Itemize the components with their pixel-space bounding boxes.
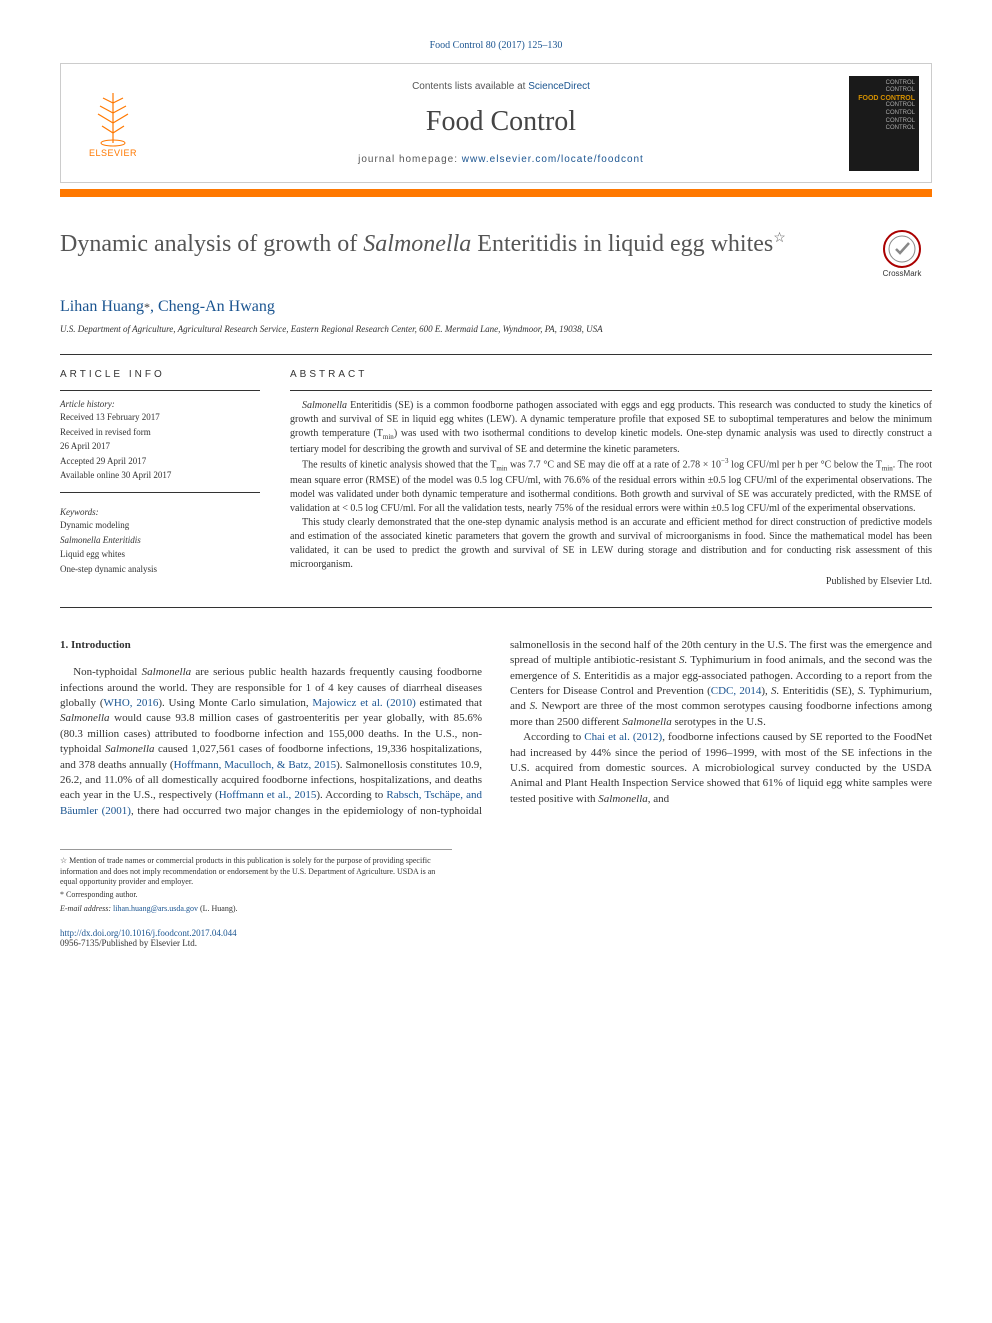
history-revised: Received in revised form <box>60 426 260 439</box>
authors-line: Lihan Huang*, Cheng-An Hwang <box>60 298 932 316</box>
abstract-paragraph-3: This study clearly demonstrated that the… <box>290 516 932 572</box>
footnote-disclaimer: ☆ Mention of trade names or commercial p… <box>60 856 452 887</box>
history-heading: Article history: <box>60 399 260 409</box>
footnote-corresponding: * Corresponding author. <box>60 890 452 900</box>
journal-cover-thumbnail: CONTROL CONTROL FOOD CONTROL CONTROL CON… <box>849 76 919 171</box>
email-link[interactable]: lihan.huang@ars.usda.gov <box>113 904 198 913</box>
crossmark-icon <box>882 229 922 269</box>
citation-reference: Food Control 80 (2017) 125–130 <box>60 40 932 51</box>
journal-name: Food Control <box>153 106 849 138</box>
divider <box>60 354 932 355</box>
citation-link[interactable]: Majowicz et al. (2010) <box>312 697 415 709</box>
history-received: Received 13 February 2017 <box>60 411 260 424</box>
journal-homepage-line: journal homepage: www.elsevier.com/locat… <box>153 154 849 165</box>
citation-link[interactable]: CDC, 2014 <box>711 685 762 697</box>
copyright-line: 0956-7135/Published by Elsevier Ltd. <box>60 938 932 948</box>
keyword: Liquid egg whites <box>60 548 260 561</box>
keyword: Salmonella Enteritidis <box>60 534 260 547</box>
history-online: Available online 30 April 2017 <box>60 469 260 482</box>
article-body: 1. Introduction Non-typhoidal Salmonella… <box>60 638 932 819</box>
crossmark-badge[interactable]: CrossMark <box>872 229 932 278</box>
section-heading: 1. Introduction <box>60 638 482 653</box>
publisher-name: ELSEVIER <box>89 148 137 158</box>
accent-bar <box>60 189 932 197</box>
article-info-heading: ARTICLE INFO <box>60 369 260 380</box>
history-revised-date: 26 April 2017 <box>60 440 260 453</box>
article-title: Dynamic analysis of growth of Salmonella… <box>60 229 852 260</box>
journal-header: ELSEVIER Contents lists available at Sci… <box>60 63 932 183</box>
keyword: Dynamic modeling <box>60 519 260 532</box>
author-1: Lihan Huang <box>60 298 144 315</box>
contents-list-line: Contents lists available at ScienceDirec… <box>153 81 849 92</box>
published-by-line: Published by Elsevier Ltd. <box>290 576 932 587</box>
keyword: One-step dynamic analysis <box>60 563 260 576</box>
citation-link[interactable]: Hoffmann, Maculloch, & Batz, 2015 <box>174 759 337 771</box>
footnote-email: E-mail address: lihan.huang@ars.usda.gov… <box>60 904 452 914</box>
doi-block: http://dx.doi.org/10.1016/j.foodcont.201… <box>60 928 932 948</box>
abstract-paragraph-2: The results of kinetic analysis showed t… <box>290 457 932 516</box>
author-2: Cheng-An Hwang <box>158 298 275 315</box>
abstract-heading: ABSTRACT <box>290 369 932 380</box>
journal-homepage-link[interactable]: www.elsevier.com/locate/foodcont <box>462 154 644 165</box>
keywords-heading: Keywords: <box>60 507 260 517</box>
title-footnote-mark: ☆ <box>773 231 786 246</box>
footnotes: ☆ Mention of trade names or commercial p… <box>60 849 452 914</box>
abstract-paragraph-1: Salmonella Enteritidis (SE) is a common … <box>290 399 932 457</box>
abstract-column: ABSTRACT Salmonella Enteritidis (SE) is … <box>290 369 932 587</box>
crossmark-label: CrossMark <box>883 269 922 278</box>
citation-link[interactable]: Chai et al. (2012) <box>584 731 662 743</box>
elsevier-tree-icon <box>88 88 138 148</box>
sciencedirect-link[interactable]: ScienceDirect <box>528 81 590 92</box>
citation-link[interactable]: WHO, 2016 <box>104 697 159 709</box>
article-info-column: ARTICLE INFO Article history: Received 1… <box>60 369 260 587</box>
citation-link[interactable]: Hoffmann et al., 2015 <box>219 789 317 801</box>
divider-full <box>60 607 932 608</box>
affiliation: U.S. Department of Agriculture, Agricult… <box>60 324 932 334</box>
body-paragraph: According to Chai et al. (2012), foodbor… <box>510 730 932 807</box>
publisher-logo: ELSEVIER <box>73 73 153 173</box>
doi-link[interactable]: http://dx.doi.org/10.1016/j.foodcont.201… <box>60 928 237 938</box>
history-accepted: Accepted 29 April 2017 <box>60 455 260 468</box>
